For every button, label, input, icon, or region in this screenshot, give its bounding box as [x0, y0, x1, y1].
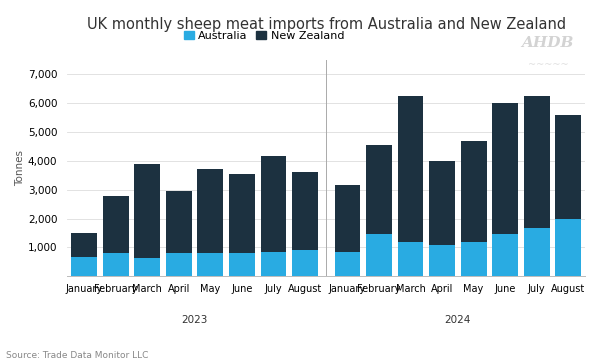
Bar [555, 115, 581, 219]
Bar [492, 103, 518, 235]
Legend: Australia, New Zealand: Australia, New Zealand [179, 26, 349, 45]
Bar [197, 169, 223, 253]
Bar [366, 234, 392, 277]
Bar [292, 251, 318, 277]
Bar [429, 161, 455, 245]
Bar [72, 233, 98, 257]
Bar [229, 253, 255, 277]
Bar [335, 185, 361, 252]
Bar [366, 145, 392, 234]
Bar [524, 228, 550, 277]
Bar [229, 174, 255, 253]
Bar [261, 252, 287, 277]
Bar [461, 242, 486, 277]
Bar [429, 245, 455, 277]
Bar [166, 253, 192, 277]
Text: Source: Trade Data Monitor LLC: Source: Trade Data Monitor LLC [6, 351, 149, 360]
Text: 2024: 2024 [445, 315, 471, 325]
Bar [398, 96, 423, 242]
Y-axis label: Tonnes: Tonnes [15, 150, 25, 186]
Bar [492, 235, 518, 277]
Text: ~~~~~: ~~~~~ [527, 60, 568, 70]
Bar [555, 219, 581, 277]
Text: 2023: 2023 [181, 315, 208, 325]
Text: AHDB: AHDB [521, 37, 574, 50]
Bar [292, 172, 318, 251]
Bar [134, 164, 160, 258]
Bar [72, 257, 98, 277]
Bar [103, 253, 129, 277]
Bar [461, 140, 486, 242]
Title: UK monthly sheep meat imports from Australia and New Zealand: UK monthly sheep meat imports from Austr… [87, 17, 566, 32]
Bar [398, 242, 423, 277]
Bar [335, 252, 361, 277]
Bar [103, 196, 129, 253]
Bar [524, 96, 550, 228]
Bar [134, 258, 160, 277]
Bar [166, 191, 192, 253]
Bar [261, 156, 287, 252]
Bar [197, 253, 223, 277]
